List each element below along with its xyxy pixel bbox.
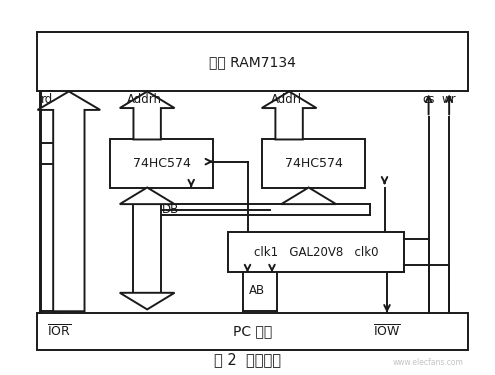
FancyBboxPatch shape — [228, 232, 404, 273]
Text: 双口 RAM7134: 双口 RAM7134 — [209, 55, 296, 69]
Text: AB: AB — [249, 284, 265, 297]
Text: cs: cs — [422, 93, 435, 106]
Polygon shape — [120, 188, 175, 204]
Polygon shape — [281, 188, 336, 204]
Text: Addrl: Addrl — [271, 93, 302, 106]
Text: $\overline{\rm IOR}$: $\overline{\rm IOR}$ — [47, 324, 71, 339]
Polygon shape — [120, 293, 175, 309]
Polygon shape — [38, 92, 100, 311]
Polygon shape — [262, 92, 316, 140]
Text: $\overline{\rm IOW}$: $\overline{\rm IOW}$ — [373, 324, 401, 339]
FancyBboxPatch shape — [110, 140, 213, 188]
FancyBboxPatch shape — [262, 140, 365, 188]
Text: www.elecfans.com: www.elecfans.com — [393, 358, 464, 367]
Text: PC 总线: PC 总线 — [233, 325, 272, 339]
Text: 74HC574: 74HC574 — [285, 157, 343, 170]
FancyBboxPatch shape — [134, 204, 161, 293]
Text: 图 2  译码电路: 图 2 译码电路 — [214, 352, 281, 367]
Text: rd: rd — [41, 93, 52, 106]
FancyBboxPatch shape — [37, 313, 468, 350]
Text: clk1   GAL20V8   clk0: clk1 GAL20V8 clk0 — [254, 246, 378, 259]
Polygon shape — [120, 92, 175, 140]
Text: 74HC574: 74HC574 — [133, 157, 191, 170]
FancyBboxPatch shape — [37, 32, 468, 92]
Text: Addrh: Addrh — [127, 93, 162, 106]
Text: DB: DB — [162, 203, 179, 216]
Text: wr: wr — [442, 93, 456, 106]
